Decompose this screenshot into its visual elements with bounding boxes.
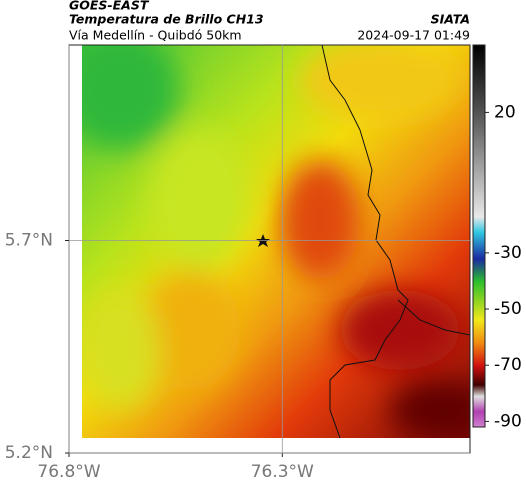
product: Temperatura de Brillo CH13 [69,12,264,27]
source: GOES-EAST [69,0,150,13]
colorbar-tick-label: -30 [494,243,522,263]
y-tick-label: 5.7°N [5,231,53,251]
colorbar [472,44,486,428]
temperature-field [82,45,470,438]
timestamp: 2024-09-17 01:49 [357,28,470,43]
colorbar-tick-label: 20 [494,102,516,122]
colorbar-tick-label: -90 [494,411,522,431]
colorbar-tick-label: -50 [494,299,522,319]
x-tick-label: 76.8°W [37,462,100,482]
org: SIATA [431,12,470,27]
colorbar-tick-label: -70 [494,355,522,375]
x-tick-label: 76.3°W [251,462,314,482]
route: Vía Medellín - Quibdó 50km [69,28,242,43]
y-tick-label: 5.2°N [5,443,53,463]
